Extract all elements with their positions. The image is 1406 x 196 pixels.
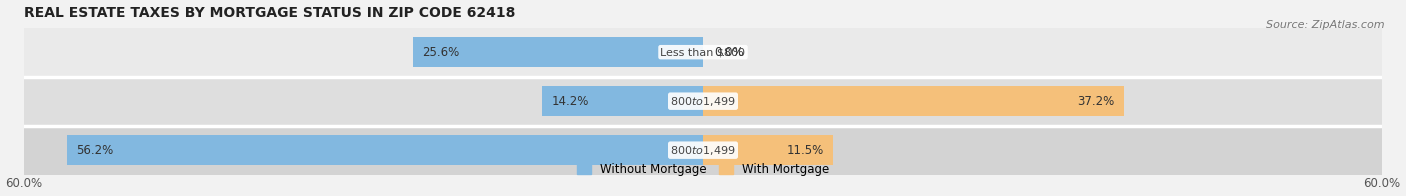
Bar [24, 28, 1382, 77]
Bar [543, 86, 703, 116]
Text: Source: ZipAtlas.com: Source: ZipAtlas.com [1267, 20, 1385, 30]
Text: 11.5%: 11.5% [787, 144, 824, 157]
Text: 56.2%: 56.2% [76, 144, 114, 157]
Text: $800 to $1,499: $800 to $1,499 [671, 95, 735, 108]
Bar [24, 126, 1382, 175]
Text: 0.0%: 0.0% [714, 46, 744, 59]
Bar [703, 86, 1123, 116]
Text: 14.2%: 14.2% [551, 95, 589, 108]
Bar [413, 37, 703, 67]
Text: 37.2%: 37.2% [1077, 95, 1115, 108]
Text: $800 to $1,499: $800 to $1,499 [671, 144, 735, 157]
Bar [24, 77, 1382, 126]
Text: REAL ESTATE TAXES BY MORTGAGE STATUS IN ZIP CODE 62418: REAL ESTATE TAXES BY MORTGAGE STATUS IN … [24, 5, 516, 20]
Bar [703, 135, 834, 165]
Legend: Without Mortgage, With Mortgage: Without Mortgage, With Mortgage [572, 158, 834, 181]
Text: Less than $800: Less than $800 [661, 47, 745, 57]
Text: 25.6%: 25.6% [422, 46, 460, 59]
Bar [67, 135, 703, 165]
